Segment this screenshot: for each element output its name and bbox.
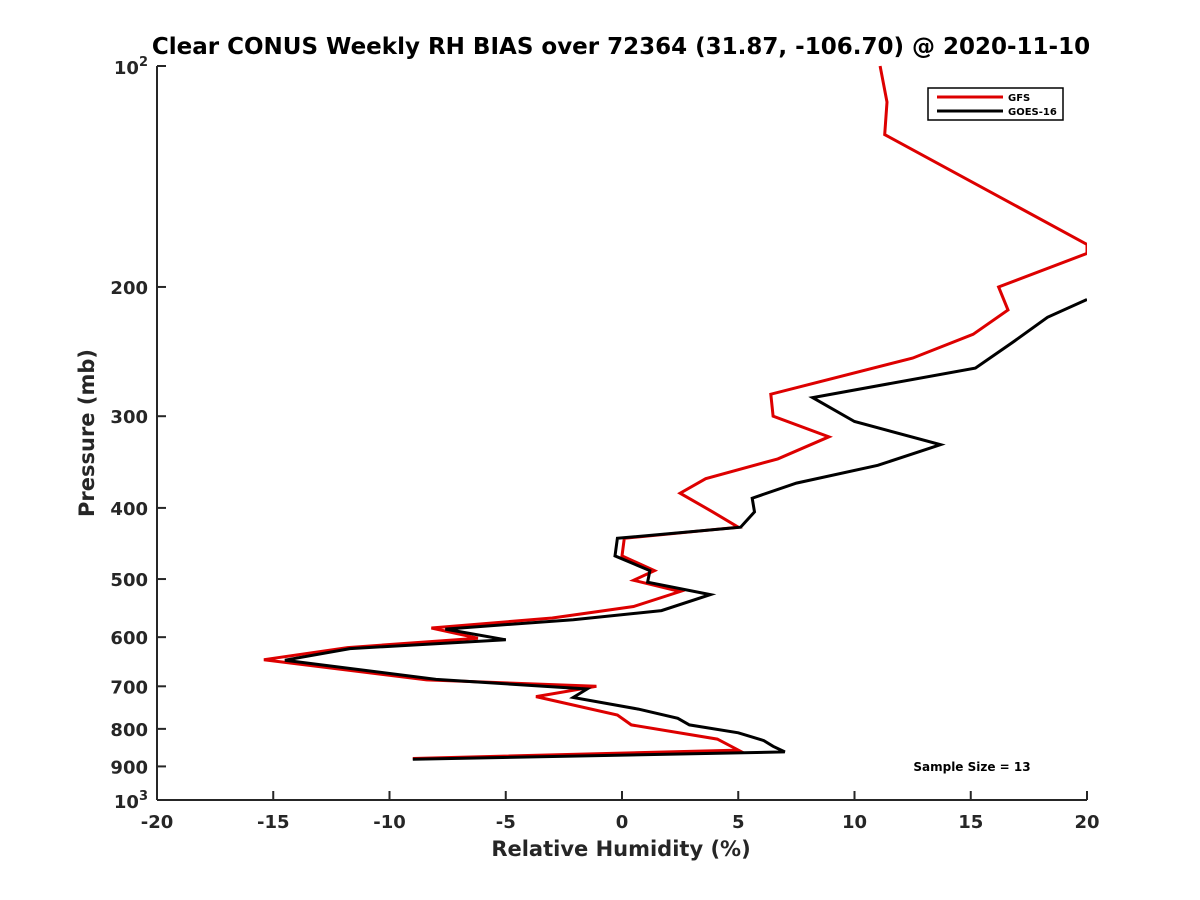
legend-label-gfs: GFS: [1008, 93, 1030, 104]
x-tick-label: 15: [958, 812, 983, 833]
y-tick-label: 400: [110, 499, 148, 520]
y-axis-label: Pressure (mb): [75, 349, 99, 517]
y-tick-label: 800: [110, 720, 148, 741]
legend-box: [927, 87, 1064, 121]
y-tick-label: 900: [110, 757, 148, 778]
legend-label-goes-16: GOES-16: [1008, 107, 1057, 118]
series-line-goes-16: [284, 298, 1087, 761]
x-tick-label: -15: [257, 812, 290, 833]
sample-size-annotation: Sample Size = 13: [913, 760, 1030, 774]
x-tick-label: -20: [141, 812, 174, 833]
y-tick-label-bottom: 103: [114, 789, 148, 813]
x-tick-label: 20: [1074, 812, 1099, 833]
y-tick-label: 300: [110, 407, 148, 428]
y-tick-label-top: 102: [114, 55, 148, 79]
x-tick-label: 0: [616, 812, 629, 833]
chart-title: Clear CONUS Weekly RH BIAS over 72364 (3…: [152, 34, 1090, 60]
x-tick-label: -10: [373, 812, 406, 833]
x-tick-label: 5: [732, 812, 745, 833]
y-tick-label: 500: [110, 570, 148, 591]
axes: -20 -15 -10 -5 0 5 10 15 20 200 300 400 500 600 700 800…: [110, 55, 1099, 833]
legend: GFS GOES-16: [927, 87, 1064, 121]
y-tick-label: 600: [110, 628, 148, 649]
y-tick-label: 200: [110, 278, 148, 299]
plot-area: [263, 65, 1087, 761]
x-tick-label: -5: [496, 812, 516, 833]
y-tick-label: 700: [110, 677, 148, 698]
x-axis-label: Relative Humidity (%): [491, 837, 750, 861]
series-line-gfs: [263, 65, 1087, 760]
x-tick-label: 10: [842, 812, 867, 833]
